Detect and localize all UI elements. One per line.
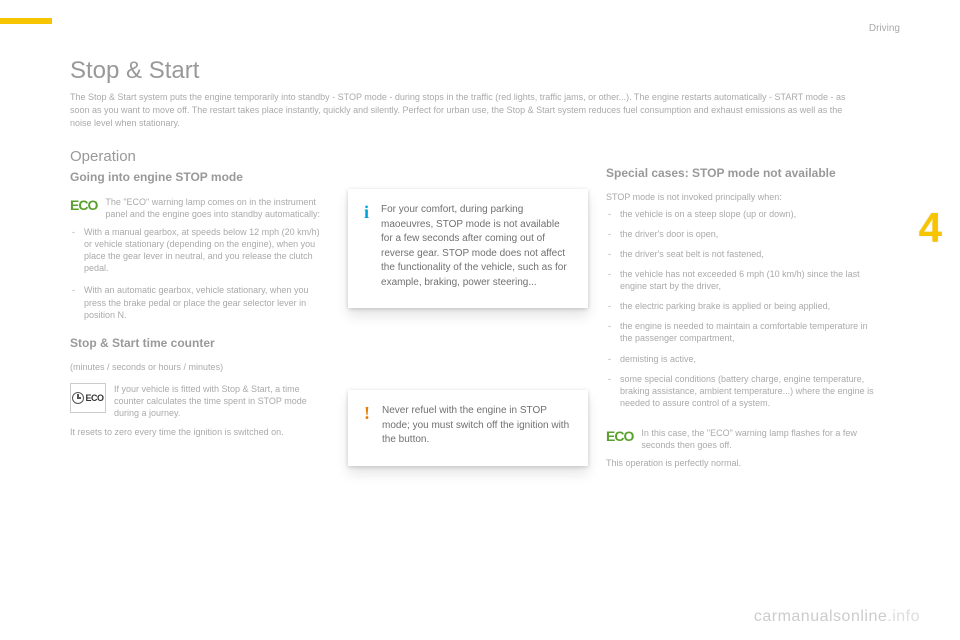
counter-heading: Stop & Start time counter [70,335,330,351]
eco-note-row: ECO In this case, the "ECO" warning lamp… [606,427,876,451]
special-cases-list: the vehicle is on a steep slope (up or d… [606,208,876,418]
warning-text: Never refuel with the engine in STOP mod… [382,404,572,448]
spacer [348,147,588,189]
list-item: With an automatic gearbox, vehicle stati… [70,284,330,320]
warning-icon: ! [364,404,370,448]
info-callout: i For your comfort, during parking maoeu… [348,189,588,308]
stop-mode-list: With a manual gearbox, at speeds below 1… [70,226,330,329]
eco-icon: ECO [70,196,97,220]
counter-note: It resets to zero every time the ignitio… [70,426,330,438]
page-title: Stop & Start [70,55,890,87]
chapter-number: 4 [919,200,942,257]
eco-normal-note: This operation is perfectly normal. [606,457,876,469]
list-item: demisting is active, [606,353,876,365]
list-item: the vehicle is on a steep slope (up or d… [606,208,876,220]
footer-watermark: carmanualsonline.info [754,606,920,628]
section-label: Driving [869,22,900,36]
column-left: Operation Going into engine STOP mode EC… [70,147,330,488]
list-item: some special conditions (battery charge,… [606,373,876,409]
accent-tab [0,18,52,24]
eco-counter-icon: ECO [70,383,106,413]
special-cases-heading: Special cases: STOP mode not available [606,165,876,181]
eco-icon: ECO [606,427,633,451]
list-item: the driver's seat belt is not fastened, [606,248,876,260]
warning-callout: ! Never refuel with the engine in STOP m… [348,390,588,466]
operation-heading: Operation [70,147,330,167]
eco-intro-text: The "ECO" warning lamp comes on in the i… [105,196,330,220]
stop-mode-heading: Going into engine STOP mode [70,169,330,185]
list-item: the driver's door is open, [606,228,876,240]
list-item: the vehicle has not exceeded 6 mph (10 k… [606,268,876,292]
info-text: For your comfort, during parking maoeuvr… [381,203,572,290]
list-item: the engine is needed to maintain a comfo… [606,320,876,344]
eco-note-text: In this case, the "ECO" warning lamp fla… [641,427,876,451]
spacer [606,147,876,165]
footer-text-1: carmanualsonline [754,608,887,625]
column-right: Special cases: STOP mode not available S… [606,147,876,488]
special-cases-intro: STOP mode is not invoked principally whe… [606,191,876,203]
counter-row: ECO If your vehicle is fitted with Stop … [70,383,330,419]
spacer [348,330,588,390]
list-item: the electric parking brake is applied or… [606,300,876,312]
column-middle: i For your comfort, during parking maoeu… [348,147,588,488]
list-item: With a manual gearbox, at speeds below 1… [70,226,330,275]
counter-sub: (minutes / seconds or hours / minutes) [70,361,330,373]
eco-small-label: ECO [85,392,103,404]
page-content: Stop & Start The Stop & Start system put… [70,55,890,488]
intro-text: The Stop & Start system puts the engine … [70,91,860,129]
counter-text: If your vehicle is fitted with Stop & St… [114,383,330,419]
columns: Operation Going into engine STOP mode EC… [70,147,890,488]
eco-intro-row: ECO The "ECO" warning lamp comes on in t… [70,196,330,220]
footer-text-2: .info [887,608,920,625]
clock-icon [72,392,84,404]
info-icon: i [364,203,369,290]
